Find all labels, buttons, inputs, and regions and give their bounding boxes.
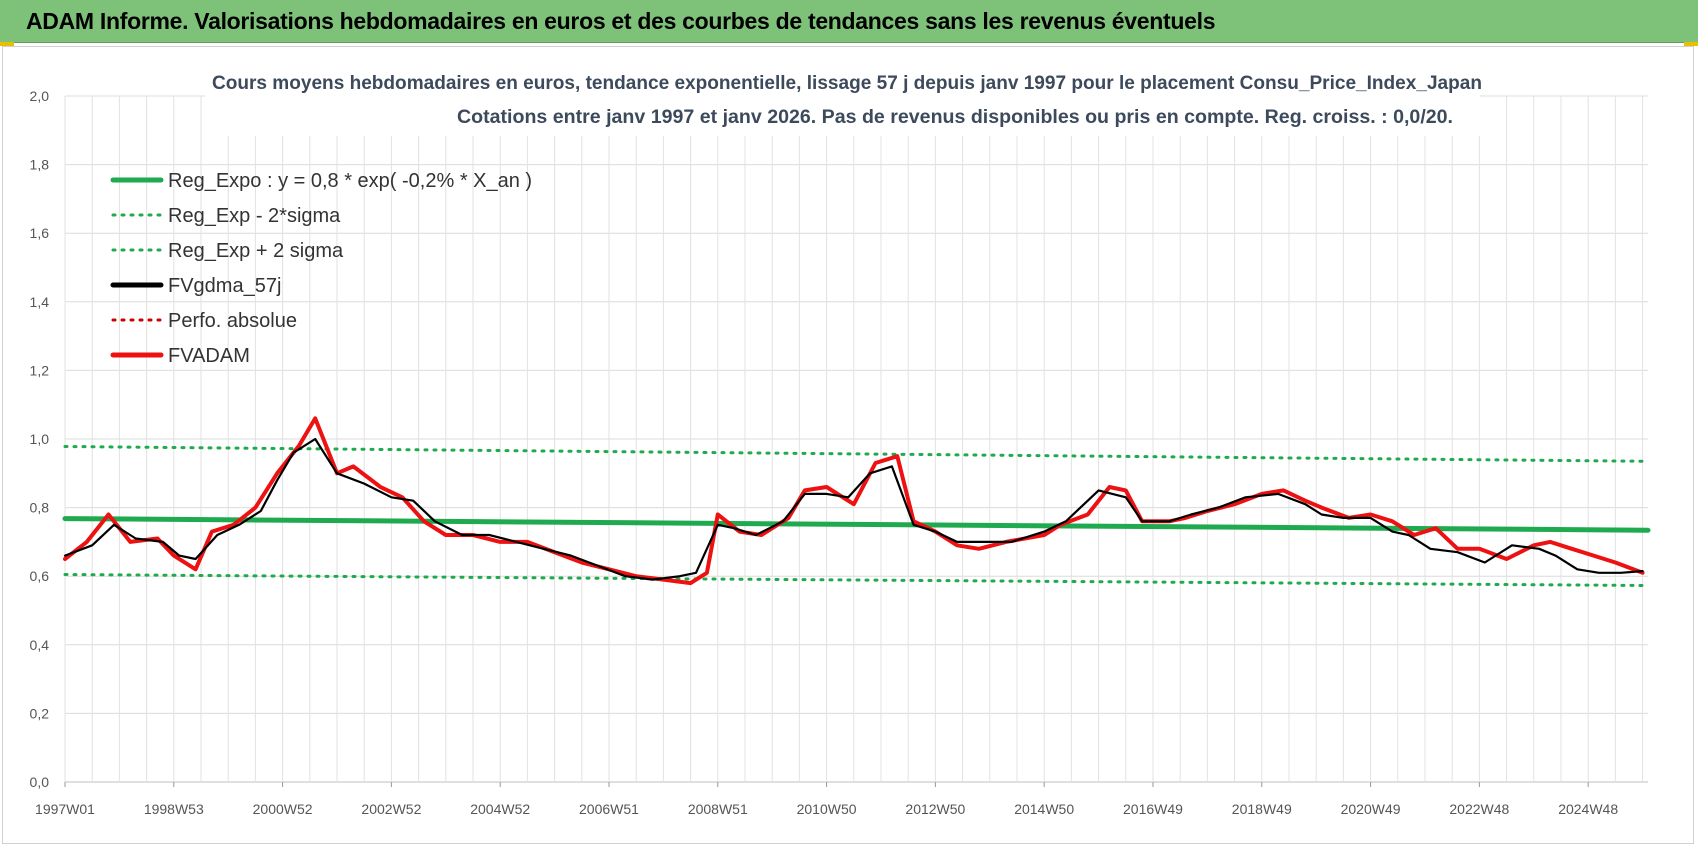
page-title: ADAM Informe. Valorisations hebdomadaire… bbox=[26, 8, 1216, 34]
y-tick-label: 0,2 bbox=[30, 705, 50, 721]
x-tick-label: 2000W52 bbox=[253, 801, 313, 817]
series-line-0 bbox=[62, 516, 1651, 533]
legend-label: Reg_Expo : y = 0,8 * exp( -0,2% * X_an ) bbox=[168, 170, 532, 192]
corner-marker-right bbox=[1684, 42, 1698, 46]
header-banner: ADAM Informe. Valorisations hebdomadaire… bbox=[0, 0, 1698, 43]
y-tick-label: 0,0 bbox=[30, 774, 50, 790]
series-line-3 bbox=[63, 437, 1644, 581]
x-tick-label: 2010W50 bbox=[797, 801, 857, 817]
chart-ticks: 0,0 0,2 0,4 0,6 0,8 1,0 1,2 1,4 1,6 1,8 2,0 1997W01… bbox=[30, 88, 1619, 817]
chart-legend: Reg_Expo : y = 0,8 * exp( -0,2% * X_an )… bbox=[110, 170, 532, 367]
chart-title: Cours moyens hebdomadaires en euros, ten… bbox=[212, 73, 1482, 94]
chart-grid bbox=[64, 95, 1648, 783]
y-tick-label: 2,0 bbox=[30, 88, 50, 104]
legend-label: FVADAM bbox=[168, 345, 250, 367]
series-line-2 bbox=[63, 445, 1650, 463]
y-tick-label: 0,4 bbox=[30, 637, 50, 653]
x-tick-label: 1997W01 bbox=[35, 801, 95, 817]
title-background bbox=[205, 64, 1480, 136]
legend-label: Reg_Exp + 2 sigma bbox=[168, 240, 344, 262]
chart-subtitle: Cotations entre janv 1997 et janv 2026. … bbox=[457, 107, 1453, 128]
y-tick-label: 1,4 bbox=[30, 294, 50, 310]
series-line-5 bbox=[63, 416, 1645, 586]
legend-label: FVgdma_57j bbox=[168, 275, 281, 297]
x-tick-label: 2022W48 bbox=[1449, 801, 1509, 817]
y-tick-label: 1,2 bbox=[30, 362, 50, 378]
x-tick-label: 2024W48 bbox=[1558, 801, 1618, 817]
x-tick-label: 1998W53 bbox=[144, 801, 204, 817]
x-tick-label: 2020W49 bbox=[1341, 801, 1401, 817]
x-tick-label: 2018W49 bbox=[1232, 801, 1292, 817]
x-tick-label: 2004W52 bbox=[470, 801, 530, 817]
y-tick-label: 0,6 bbox=[30, 568, 50, 584]
x-tick-label: 2012W50 bbox=[905, 801, 965, 817]
chart-frame bbox=[2, 46, 1694, 844]
x-tick-label: 2006W51 bbox=[579, 801, 639, 817]
y-tick-label: 1,6 bbox=[30, 225, 50, 241]
series-line-1 bbox=[63, 573, 1650, 587]
y-tick-label: 1,0 bbox=[30, 431, 50, 447]
x-tick-label: 2014W50 bbox=[1014, 801, 1074, 817]
y-tick-label: 1,8 bbox=[30, 157, 50, 173]
legend-label: Perfo. absolue bbox=[168, 310, 297, 332]
x-tick-label: 2002W52 bbox=[361, 801, 421, 817]
x-tick-label: 2008W51 bbox=[688, 801, 748, 817]
corner-marker-left bbox=[0, 42, 14, 46]
chart-series bbox=[62, 416, 1651, 587]
x-tick-label: 2016W49 bbox=[1123, 801, 1183, 817]
y-tick-label: 0,8 bbox=[30, 500, 50, 516]
legend-label: Reg_Exp - 2*sigma bbox=[168, 205, 341, 227]
